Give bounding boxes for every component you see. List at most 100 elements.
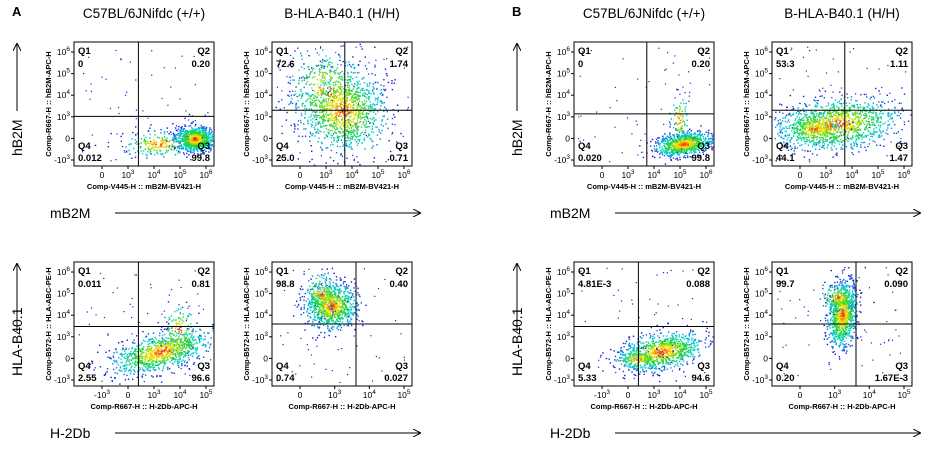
event-dot	[171, 147, 172, 148]
panel-letter: B	[512, 4, 521, 19]
event-dot	[312, 69, 313, 70]
event-dot	[322, 121, 323, 122]
event-dot	[113, 357, 114, 358]
event-dot	[370, 104, 371, 105]
event-dot	[149, 356, 150, 357]
event-dot	[358, 99, 359, 100]
event-dot	[181, 332, 182, 333]
event-dot	[326, 163, 327, 164]
event-dot	[147, 348, 148, 349]
event-dot	[163, 342, 164, 343]
event-dot	[387, 118, 388, 119]
event-dot	[329, 61, 330, 62]
event-dot	[356, 76, 357, 77]
event-dot	[293, 315, 294, 316]
event-dot	[345, 91, 346, 92]
event-dot	[175, 127, 176, 128]
event-dot	[374, 120, 375, 121]
event-dot	[357, 292, 358, 293]
event-dot	[178, 367, 179, 368]
event-dot	[346, 89, 347, 90]
event-dot	[369, 123, 370, 124]
event-dot	[322, 77, 323, 78]
event-dot	[313, 114, 314, 115]
event-dot	[173, 142, 174, 143]
event-dot	[189, 347, 190, 348]
event-dot	[302, 105, 303, 106]
event-dot	[303, 312, 304, 313]
event-dot	[324, 76, 325, 77]
event-dot	[174, 361, 175, 362]
quadrant-value-q4: 2.55	[78, 373, 97, 384]
event-dot	[291, 95, 292, 96]
event-dot	[351, 115, 352, 116]
event-dot	[331, 142, 332, 143]
event-dot	[324, 299, 325, 300]
flow-plot: Q172.6Q21.74Q30.71Q425.0-103010310410510…	[242, 42, 412, 191]
event-dot	[325, 297, 326, 298]
event-dot	[169, 334, 170, 335]
event-dot	[323, 291, 324, 292]
event-dot	[149, 128, 150, 129]
event-dot	[333, 101, 334, 102]
y-channel-label: Comp-R667-H :: hB2M-APC-H	[242, 51, 251, 156]
event-dot	[131, 355, 132, 356]
y-tick-label: 106	[57, 266, 70, 277]
event-dot	[332, 93, 333, 94]
quadrant-name: Q3	[197, 141, 210, 152]
event-dot	[355, 125, 356, 126]
event-dot	[149, 348, 150, 349]
event-dot	[322, 74, 323, 75]
event-dot	[310, 132, 311, 133]
event-dot	[182, 360, 183, 361]
event-dot	[345, 288, 346, 289]
event-dot	[134, 362, 135, 363]
event-dot	[345, 289, 346, 290]
event-dot	[143, 369, 144, 370]
event-dot	[192, 331, 193, 332]
event-dot	[126, 375, 127, 376]
event-dot	[126, 364, 127, 365]
event-dot	[338, 290, 339, 291]
event-dot	[358, 92, 359, 93]
event-dot	[381, 124, 382, 125]
event-dot	[129, 369, 130, 370]
y-channel-label: Comp-R667-H :: hB2M-APC-H	[44, 51, 53, 156]
event-dot	[209, 127, 210, 128]
event-dot	[300, 91, 301, 92]
event-dot	[356, 107, 357, 108]
event-dot	[143, 150, 144, 151]
event-dot	[335, 307, 336, 308]
event-dot	[313, 286, 314, 287]
event-dot	[194, 56, 195, 57]
event-dot	[327, 287, 328, 288]
event-dot	[329, 294, 330, 295]
event-dot	[145, 363, 146, 364]
event-dot	[181, 361, 182, 362]
event-dot	[327, 129, 328, 130]
event-dot	[190, 134, 191, 135]
event-dot	[282, 133, 283, 134]
event-dot	[338, 329, 339, 330]
event-dot	[353, 113, 354, 114]
event-dot	[331, 303, 332, 304]
event-dot	[330, 313, 331, 314]
event-dot	[320, 97, 321, 98]
event-dot	[333, 139, 334, 140]
event-dot	[365, 127, 366, 128]
event-dot	[311, 124, 312, 125]
event-dot	[155, 365, 156, 366]
event-dot	[152, 142, 153, 143]
event-dot	[322, 49, 323, 50]
event-dot	[324, 289, 325, 290]
event-dot	[168, 330, 169, 331]
event-dot	[377, 100, 378, 101]
event-dot	[342, 156, 343, 157]
event-dot	[358, 72, 359, 73]
event-dot	[336, 319, 337, 320]
event-dot	[176, 125, 177, 126]
event-dot	[298, 100, 299, 101]
event-dot	[329, 120, 330, 121]
y-tick-label: 105	[255, 68, 268, 79]
event-dot	[327, 293, 328, 294]
